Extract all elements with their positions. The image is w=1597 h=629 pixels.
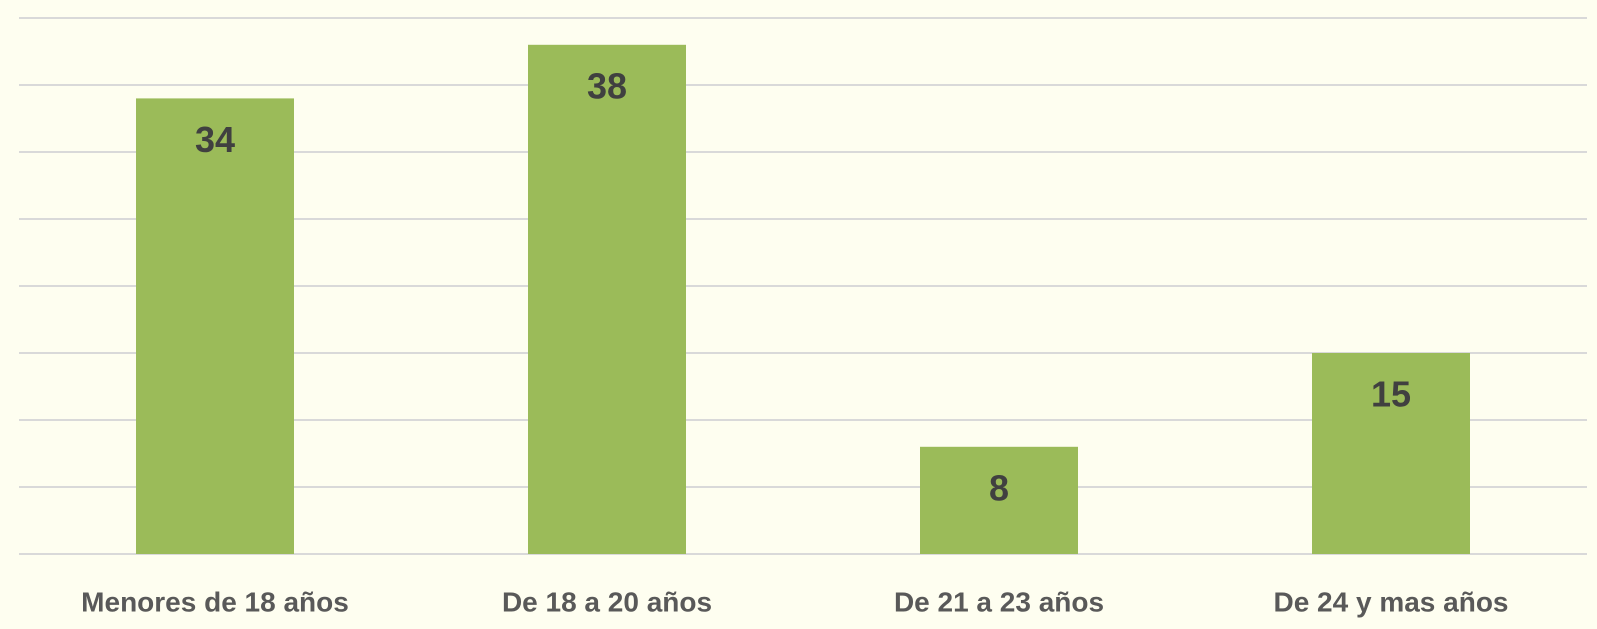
bar — [920, 446, 1078, 554]
bar — [1312, 353, 1470, 554]
x-tick-label: Menores de 18 años — [81, 586, 349, 617]
x-tick-label: De 24 y mas años — [1273, 586, 1508, 617]
bar — [136, 98, 294, 555]
data-label: 34 — [195, 119, 235, 160]
bar — [528, 44, 686, 555]
x-tick-label: De 18 a 20 años — [502, 586, 712, 617]
data-label: 38 — [587, 65, 627, 106]
data-label: 15 — [1371, 374, 1411, 415]
data-label: 8 — [989, 467, 1009, 508]
x-tick-label: De 21 a 23 años — [894, 586, 1104, 617]
